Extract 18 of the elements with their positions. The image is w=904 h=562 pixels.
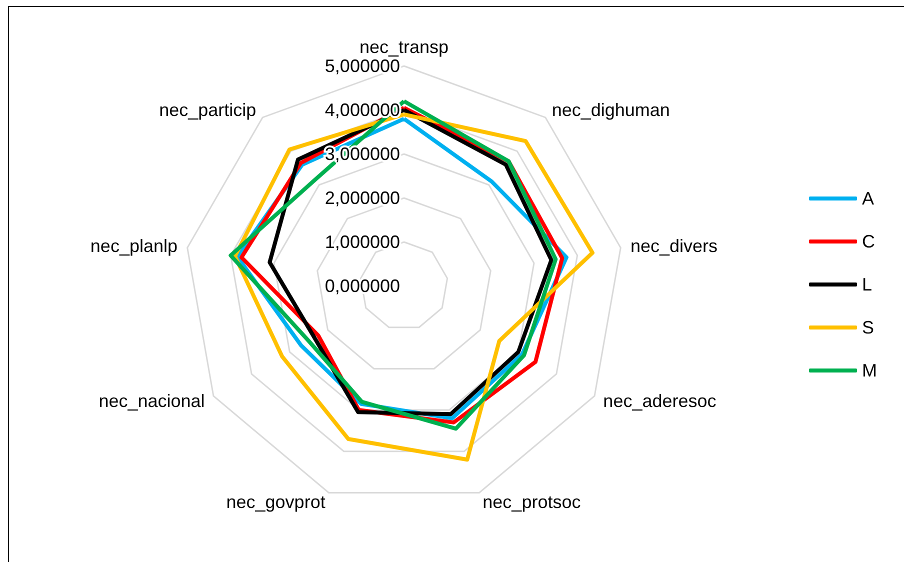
spoke-label: nec_divers bbox=[630, 236, 718, 256]
spoke-label: nec_govprot bbox=[226, 492, 326, 512]
y-tick-label: 2,000000 bbox=[324, 188, 400, 208]
legend-label: S bbox=[862, 318, 874, 338]
y-tick-label: 0,000000 bbox=[324, 276, 400, 296]
spoke-label: nec_dighuman bbox=[552, 100, 670, 120]
legend-label: A bbox=[862, 188, 874, 208]
spoke-label: nec_planlp bbox=[90, 236, 178, 256]
y-tick-label: 5,000000 bbox=[324, 56, 400, 76]
legend-label: M bbox=[862, 360, 878, 380]
spoke-label: nec_aderesoc bbox=[603, 391, 716, 411]
spoke-label: nec_transp bbox=[359, 37, 449, 57]
legend-label: L bbox=[862, 274, 872, 294]
legend-label: C bbox=[862, 232, 876, 252]
spoke-label: nec_protsoc bbox=[482, 492, 581, 512]
y-tick-label: 1,000000 bbox=[324, 232, 400, 252]
spoke-label: nec_particip bbox=[159, 100, 256, 120]
spoke-label: nec_nacional bbox=[98, 391, 205, 411]
